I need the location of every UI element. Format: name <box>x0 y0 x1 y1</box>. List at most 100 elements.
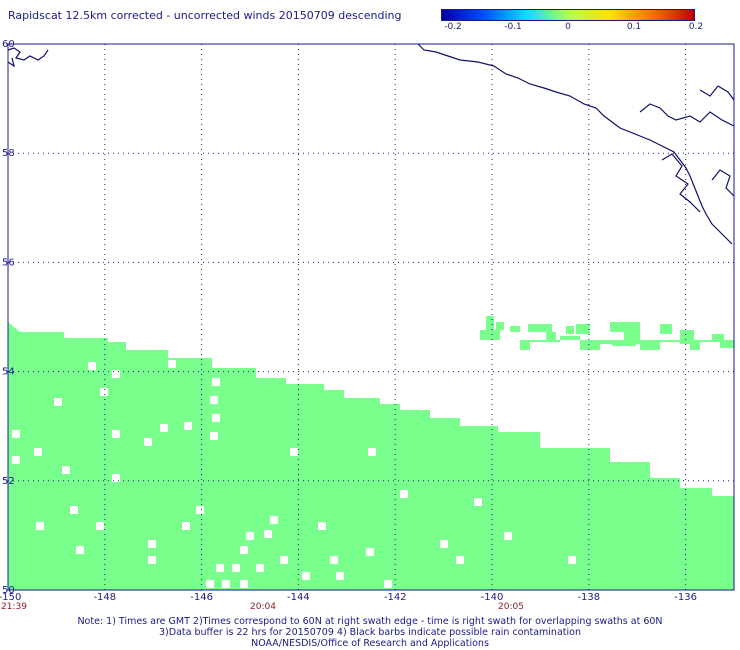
missing-cell <box>368 448 376 456</box>
swath-cell <box>660 324 672 334</box>
missing-cell <box>184 422 192 430</box>
time-label: 21:39 <box>1 602 27 612</box>
missing-cell <box>112 370 120 378</box>
missing-cell <box>318 522 326 530</box>
coastline-segment <box>699 85 735 101</box>
swath-cell <box>528 324 552 332</box>
missing-cell <box>440 540 448 548</box>
coastline-segment <box>7 47 49 68</box>
missing-cell <box>264 530 272 538</box>
missing-cell <box>400 490 408 498</box>
missing-cell <box>12 430 20 438</box>
missing-cell <box>384 580 392 588</box>
missing-cell <box>280 556 288 564</box>
missing-cell <box>504 532 512 540</box>
missing-cell <box>88 362 96 370</box>
missing-cell <box>240 580 248 588</box>
lon-tick-label: -136 <box>674 592 697 603</box>
missing-cell <box>144 438 152 446</box>
graticule <box>8 44 734 590</box>
footnote-line: NOAA/NESDIS/Office of Research and Appli… <box>251 638 489 649</box>
missing-cell <box>256 564 264 572</box>
missing-cell <box>212 414 220 422</box>
missing-cell <box>148 540 156 548</box>
footnote-line: 3)Data buffer is 22 hrs for 20150709 4) … <box>159 627 581 638</box>
missing-cell <box>168 360 176 368</box>
missing-cell <box>330 556 338 564</box>
missing-cell <box>456 556 464 564</box>
footnotes: Note: 1) Times are GMT 2)Times correspon… <box>0 616 740 649</box>
missing-cell <box>290 448 298 456</box>
missing-cell <box>196 506 204 514</box>
swath-cell <box>496 322 504 330</box>
axis-labels: -148 -146 -144 -142 -140 -138 -136 -150 60 58 56 54… <box>0 39 697 612</box>
lon-tick-label: -150 <box>0 592 21 603</box>
coastline-segment <box>639 103 735 127</box>
missing-cell <box>76 546 84 554</box>
missing-cell <box>212 378 220 386</box>
missing-cell <box>34 448 42 456</box>
colorbar-label: 0.1 <box>626 22 642 32</box>
coastline-segment <box>661 153 701 213</box>
missing-cell <box>148 556 156 564</box>
missing-cell <box>222 580 230 588</box>
lon-tick-label: -146 <box>190 592 213 603</box>
missing-cell <box>12 456 20 464</box>
swath-cell <box>566 326 574 334</box>
colorbar-label: -0.2 <box>444 22 462 32</box>
coastline-segment <box>417 43 733 245</box>
missing-cell <box>96 522 104 530</box>
missing-cell <box>210 432 218 440</box>
swath-cell <box>712 334 724 342</box>
colorbar <box>441 9 695 21</box>
missing-cell <box>568 556 576 564</box>
missing-cell <box>366 548 374 556</box>
missing-cell <box>112 430 120 438</box>
missing-cell <box>474 498 482 506</box>
swath-cell <box>624 332 640 342</box>
lat-tick-label: 56 <box>2 257 15 268</box>
missing-cell <box>206 580 214 588</box>
missing-cell <box>210 396 218 404</box>
map-title: Rapidscat 12.5km corrected - uncorrected… <box>8 9 402 22</box>
missing-cell <box>160 424 168 432</box>
swath-cell <box>576 324 590 334</box>
swath-fragment <box>480 316 734 350</box>
swath-cell <box>680 330 694 344</box>
missing-cell <box>302 572 310 580</box>
footnote-line: Note: 1) Times are GMT 2)Times correspon… <box>77 616 663 627</box>
missing-cell <box>232 564 240 572</box>
missing-cell <box>62 466 70 474</box>
lon-tick-label: -142 <box>384 592 407 603</box>
time-label: 20:04 <box>250 602 276 612</box>
coastline <box>7 43 735 245</box>
lat-tick-label: 54 <box>2 367 15 378</box>
lat-tick-label: 50 <box>2 585 15 596</box>
map-frame <box>7 43 735 591</box>
lat-tick-label: 58 <box>2 148 15 159</box>
swath-cell <box>612 340 636 346</box>
swath-cell <box>546 332 556 340</box>
colorbar-label: 0 <box>565 22 571 32</box>
lon-tick-label: -148 <box>93 592 116 603</box>
missing-cell <box>240 546 248 554</box>
missing-cell <box>70 506 78 514</box>
lat-tick-label: 52 <box>2 476 15 487</box>
lon-tick-label: -138 <box>577 592 600 603</box>
lon-tick-label: -140 <box>481 592 504 603</box>
missing-cell <box>336 572 344 580</box>
missing-cells <box>12 360 576 588</box>
time-label: 20:05 <box>498 602 524 612</box>
lat-tick-label: 60 <box>2 39 15 50</box>
lon-tick-label: -144 <box>287 592 310 603</box>
missing-cell <box>112 474 120 482</box>
missing-cell <box>270 516 278 524</box>
missing-cell <box>54 398 62 406</box>
colorbar-label: -0.1 <box>504 22 522 32</box>
missing-cell <box>182 522 190 530</box>
swath-cell <box>510 326 520 332</box>
missing-cell <box>246 532 254 540</box>
swath-cell <box>610 322 640 332</box>
colorbar-label: 0.2 <box>688 22 704 32</box>
